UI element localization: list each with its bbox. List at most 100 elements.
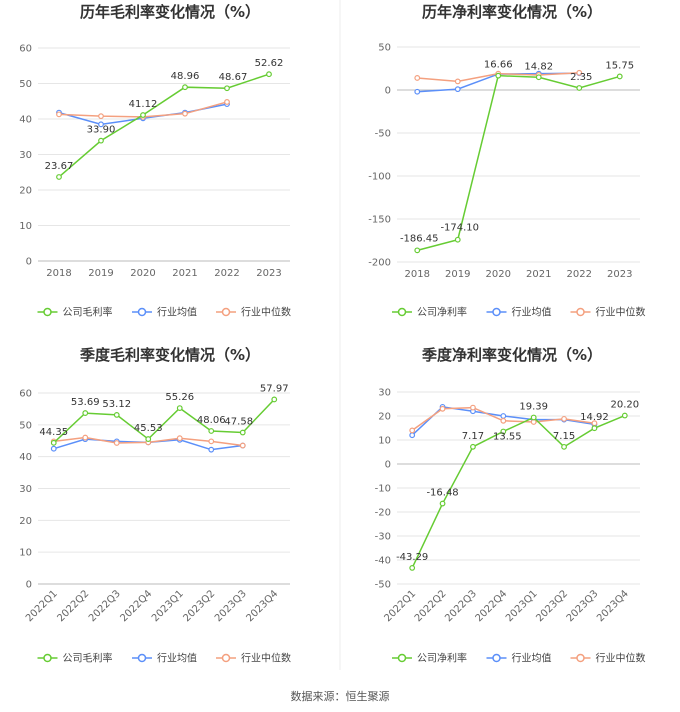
data-point-median: [176, 435, 183, 442]
data-point-company: [98, 137, 104, 144]
data-label: -16.48: [426, 488, 458, 499]
x-tick-label: 2022Q2: [413, 588, 449, 624]
legend: 公司净利率 行业均值 行业中位数: [392, 306, 646, 319]
x-tick-label: 2022: [567, 269, 592, 280]
data-point-avg: [98, 121, 104, 128]
legend-swatch-marker: [137, 653, 147, 663]
data-point-company: [224, 85, 230, 92]
data-point-median: [439, 405, 446, 412]
legend-swatch-marker: [221, 653, 231, 663]
data-label: 7.17: [462, 431, 484, 442]
x-tick-label: 2022: [214, 268, 239, 279]
x-tick-label: 2023Q1: [150, 588, 186, 624]
data-label: 53.12: [102, 399, 131, 410]
legend-swatch-marker: [43, 653, 52, 663]
y-tick-label: 60: [19, 44, 32, 55]
y-tick-label: 0: [26, 257, 32, 268]
legend-label: 行业中位数: [241, 652, 291, 665]
chart-panel-2: 历年净利率变化情况（%） -200 -150 -100 -50 0 50 2018 2019 20…: [368, 3, 645, 319]
x-tick-label: 2023: [607, 269, 632, 280]
data-point-avg: [208, 446, 215, 453]
data-point-median: [454, 78, 461, 85]
y-tick-label: 50: [19, 420, 32, 431]
data-label: 57.97: [260, 383, 289, 394]
y-tick-label: 10: [378, 436, 391, 447]
data-point-company: [176, 405, 183, 411]
data-point-company: [535, 74, 542, 81]
y-tick-label: 20: [378, 412, 391, 423]
data-point-company: [239, 429, 246, 436]
data-point-company: [140, 112, 146, 118]
data-point-median: [208, 438, 215, 445]
legend-label: 公司净利率: [417, 652, 467, 665]
x-tick-label: 2023Q4: [245, 588, 281, 624]
series-line-company: [417, 74, 620, 252]
legend: 公司毛利率 行业均值 行业中位数: [37, 652, 291, 665]
legend-label: 公司毛利率: [63, 306, 113, 319]
x-tick-label: 2023Q4: [595, 588, 631, 624]
legend-label: 行业均值: [512, 306, 552, 319]
data-point-company: [621, 412, 628, 419]
x-tick-label: 2022Q4: [119, 588, 155, 624]
data-point-avg: [409, 432, 416, 439]
y-tick-label: -150: [368, 215, 391, 226]
data-label: 14.92: [580, 412, 609, 423]
y-tick-label: -50: [375, 580, 391, 591]
data-point-company: [414, 247, 421, 254]
y-tick-label: 40: [19, 452, 32, 463]
data-label: 33.90: [87, 125, 116, 136]
data-label: 47.58: [224, 417, 253, 428]
legend-item-median: 行业中位数: [216, 652, 291, 665]
legend-item-median: 行业中位数: [570, 306, 646, 319]
data-point-median: [82, 434, 89, 441]
x-tick-label: 2022Q4: [474, 588, 510, 624]
chart-title: 季度净利率变化情况（%）: [422, 346, 602, 364]
legend-swatch-marker: [492, 653, 501, 663]
data-label: 23.67: [45, 161, 74, 172]
legend-item-company: 公司净利率: [392, 306, 467, 319]
legend: 公司毛利率 行业均值 行业中位数: [37, 306, 291, 319]
data-point-company: [591, 425, 598, 432]
y-tick-label: -10: [375, 484, 391, 495]
y-tick-label: -200: [368, 258, 391, 269]
y-tick-label: 30: [19, 150, 32, 161]
data-label: 2.35: [570, 72, 592, 83]
legend-item-avg: 行业均值: [486, 306, 552, 319]
data-point-median: [576, 69, 583, 76]
x-tick-label: 2022Q3: [87, 588, 123, 624]
data-point-company: [500, 428, 507, 435]
data-point-company: [470, 443, 476, 450]
legend-swatch-marker: [43, 307, 52, 317]
chart-title: 历年净利率变化情况（%）: [422, 3, 602, 21]
data-point-median: [561, 415, 567, 422]
data-point-median: [414, 75, 421, 81]
data-label: 48.67: [219, 72, 248, 83]
x-tick-label: 2021: [172, 268, 197, 279]
legend-item-company: 公司毛利率: [37, 652, 113, 665]
x-tick-label: 2020: [486, 269, 511, 280]
x-tick-label: 2018: [405, 269, 430, 280]
data-point-median: [239, 442, 246, 449]
legend-label: 公司净利率: [417, 306, 467, 319]
y-tick-label: -100: [368, 172, 391, 183]
y-tick-label: 10: [19, 548, 32, 559]
y-tick-label: 0: [385, 86, 391, 97]
chart-title: 季度毛利率变化情况（%）: [80, 346, 260, 364]
chart-title: 历年毛利率变化情况（%）: [80, 3, 260, 21]
data-point-median: [224, 99, 230, 105]
legend-swatch-marker: [576, 307, 585, 317]
data-point-company: [409, 564, 416, 571]
x-tick-label: 2021: [526, 269, 551, 280]
data-point-avg: [50, 445, 57, 452]
legend-item-company: 公司净利率: [392, 652, 467, 665]
x-tick-label: 2023Q1: [504, 588, 540, 624]
legend-label: 行业均值: [512, 652, 552, 665]
legend-item-median: 行业中位数: [570, 652, 646, 665]
data-point-median: [98, 113, 104, 120]
data-label: 48.06: [197, 415, 226, 426]
data-point-company: [82, 410, 89, 416]
legend-swatch-marker: [397, 653, 407, 663]
legend-swatch-marker: [137, 307, 147, 317]
data-point-company: [50, 439, 57, 446]
